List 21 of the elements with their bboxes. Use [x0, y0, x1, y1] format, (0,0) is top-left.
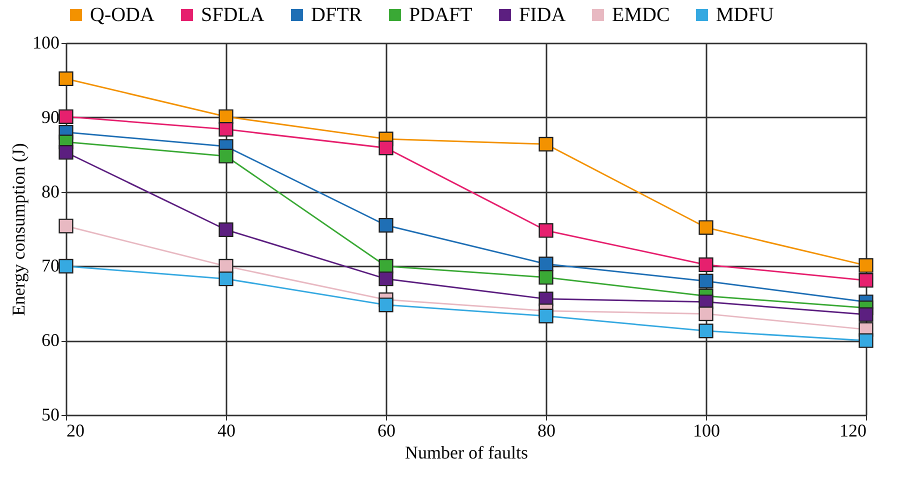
y-tick-label: 90 [42, 106, 60, 127]
legend-label: DFTR [311, 4, 363, 26]
legend-label: PDAFT [409, 4, 472, 26]
legend-label: Q-ODA [90, 4, 155, 26]
y-tick-label: 100 [32, 32, 60, 52]
y-tick-label: 50 [42, 404, 60, 424]
x-tick-label: 40 [218, 420, 236, 440]
legend-label: MDFU [716, 4, 774, 26]
x-tick-label: 60 [378, 420, 396, 440]
x-tick-label: 100 [693, 420, 720, 440]
y-axis-title: Energy consumption (J) [8, 143, 28, 316]
x-tick-label: 20 [66, 420, 84, 440]
legend-label: FIDA [519, 4, 566, 26]
x-tick-label: 80 [538, 420, 556, 440]
y-tick-label: 60 [42, 330, 60, 350]
legend-label: EMDC [612, 4, 670, 26]
legend-label: SFDLA [201, 4, 265, 26]
x-tick-label: 120 [840, 420, 866, 440]
y-tick-label: 70 [42, 256, 60, 276]
y-tick-label: 80 [42, 181, 60, 202]
x-axis-title: Number of faults [405, 442, 528, 462]
